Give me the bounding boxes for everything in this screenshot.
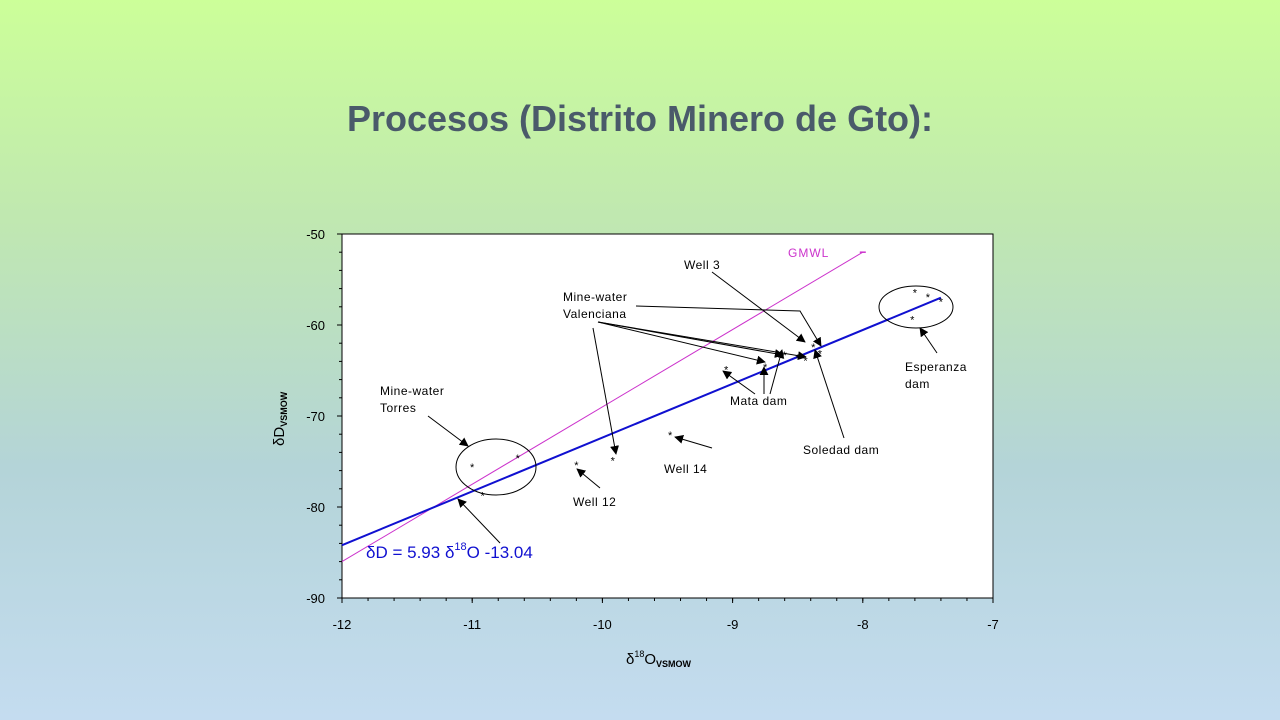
equation-suffix: O -13.04 — [467, 543, 533, 562]
x-axis-main: O — [644, 651, 656, 668]
regression-equation: δD = 5.93 δ18O -13.04 — [366, 541, 533, 562]
data-point: * — [611, 456, 616, 468]
x-axis-sub: VSMOW — [656, 659, 692, 669]
data-point: * — [783, 350, 788, 362]
well14-arrow — [674, 434, 713, 449]
plot-area — [341, 233, 994, 599]
gmwl-label: GMWL — [788, 246, 829, 260]
torres-cluster-ellipse — [455, 438, 537, 496]
esperanza-label-line1: Esperanza — [905, 360, 967, 374]
well12-label: Well 12 — [573, 495, 616, 509]
equation-delta: δ — [445, 543, 454, 562]
esperanza-label-line2: dam — [905, 377, 930, 391]
data-point: * — [939, 296, 944, 308]
regression-line — [341, 296, 942, 547]
axis-ticks — [337, 233, 994, 603]
data-point: * — [803, 356, 808, 368]
well3-label: Well 3 — [684, 258, 720, 272]
y-tick-label: -50 — [306, 227, 325, 242]
valenciana-label-line2: Valenciana — [563, 307, 627, 321]
x-tick-label: -9 — [727, 617, 739, 632]
y-axis-main: D — [271, 427, 288, 438]
x-tick-label: -12 — [333, 617, 352, 632]
data-point: * — [818, 348, 823, 360]
x-tick-label: -7 — [987, 617, 999, 632]
data-point: * — [796, 353, 801, 365]
data-point: * — [910, 315, 915, 327]
x-axis-sup: 18 — [634, 649, 644, 659]
mata-arrow-3 — [769, 349, 785, 395]
axis-tick-labels: -12 -11 -10 -9 -8 -7 -50 -60 -70 -80 -90 — [306, 227, 999, 632]
soledad-arrow — [813, 349, 845, 439]
data-point: * — [913, 287, 918, 299]
soledad-dam-label: Soledad dam — [803, 443, 879, 457]
data-point: * — [516, 453, 521, 465]
y-tick-label: -80 — [306, 500, 325, 515]
data-point: * — [480, 490, 485, 502]
equation-prefix: δD = 5.93 — [366, 543, 445, 562]
valenciana-arrow-3 — [597, 321, 807, 361]
y-tick-label: -60 — [306, 318, 325, 333]
y-tick-label: -90 — [306, 591, 325, 606]
valenciana-arrow-4 — [592, 327, 619, 455]
y-axis-title: δDVSMOW — [271, 391, 289, 446]
data-point: * — [574, 460, 579, 472]
y-axis-symbol: δ — [271, 438, 288, 446]
data-point: * — [668, 430, 673, 442]
slide-title: Procesos (Distrito Minero de Gto): — [346, 98, 934, 139]
x-tick-label: -10 — [593, 617, 612, 632]
esperanza-cluster-ellipse — [878, 285, 954, 329]
mata-dam-label: Mata dam — [730, 394, 787, 408]
mata-arrow-1 — [722, 370, 756, 395]
torres-label-line2: Torres — [380, 401, 416, 415]
well3-arrow-1 — [711, 271, 806, 343]
torres-label-line1: Mine-water — [380, 384, 444, 398]
y-tick-label: -70 — [306, 409, 325, 424]
x-tick-label: -11 — [463, 617, 481, 632]
esperanza-arrow — [919, 327, 938, 354]
x-tick-label: -8 — [857, 617, 869, 632]
data-point: * — [926, 292, 931, 304]
well12-arrow — [576, 468, 601, 489]
well14-label: Well 14 — [664, 462, 707, 476]
x-axis-symbol: δ — [626, 651, 634, 668]
valenciana-label-line1: Mine-water — [563, 290, 627, 304]
data-point: * — [811, 342, 816, 354]
annotation-arrows — [427, 271, 938, 544]
equation-sup: 18 — [454, 541, 466, 553]
well3-arrow-2 — [635, 305, 822, 347]
data-point: * — [470, 462, 475, 474]
x-axis-title: δ18OVSMOW — [626, 649, 692, 669]
valenciana-arrow-1 — [597, 321, 766, 365]
series-lines — [341, 251, 942, 563]
equation-arrow — [457, 498, 501, 544]
y-axis-sub: VSMOW — [279, 391, 289, 427]
torres-arrow — [427, 415, 469, 447]
